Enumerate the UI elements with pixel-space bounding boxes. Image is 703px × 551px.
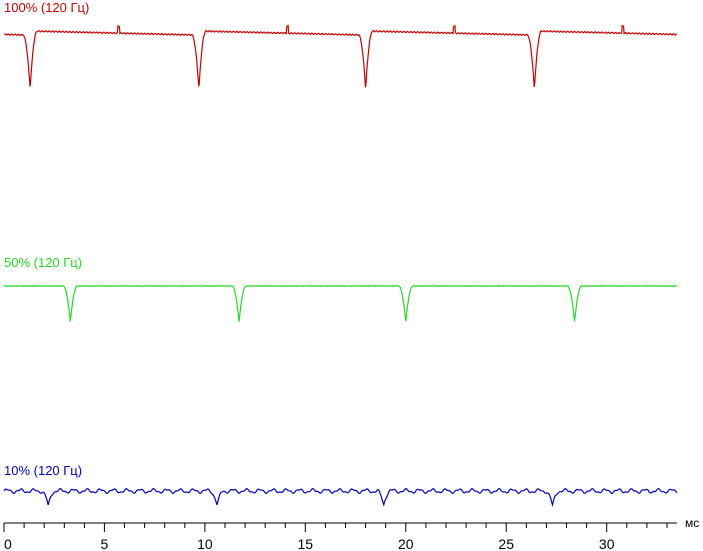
x-tick-label: 5 — [101, 536, 109, 551]
x-tick-label: 0 — [4, 536, 12, 551]
x-tick-label: 10 — [197, 536, 213, 551]
series-layer — [3, 24, 678, 508]
x-tick-label: 20 — [398, 536, 414, 551]
series-label-10: 10% (120 Гц) — [4, 463, 83, 478]
series-50-line — [3, 284, 678, 322]
x-axis-unit-label: мс — [685, 516, 699, 530]
x-tick-label: 25 — [498, 536, 514, 551]
series-10-line — [3, 487, 678, 508]
series-label-100: 100% (120 Гц) — [4, 0, 90, 15]
series-100-line — [3, 24, 678, 88]
x-axis: 0 5 10 15 20 25 30 мс — [3, 516, 699, 551]
series-label-50: 50% (120 Гц) — [4, 255, 83, 270]
x-axis-ticks: 0 5 10 15 20 25 30 — [3, 523, 668, 551]
x-tick-label: 30 — [599, 536, 615, 551]
x-tick-label: 15 — [298, 536, 314, 551]
